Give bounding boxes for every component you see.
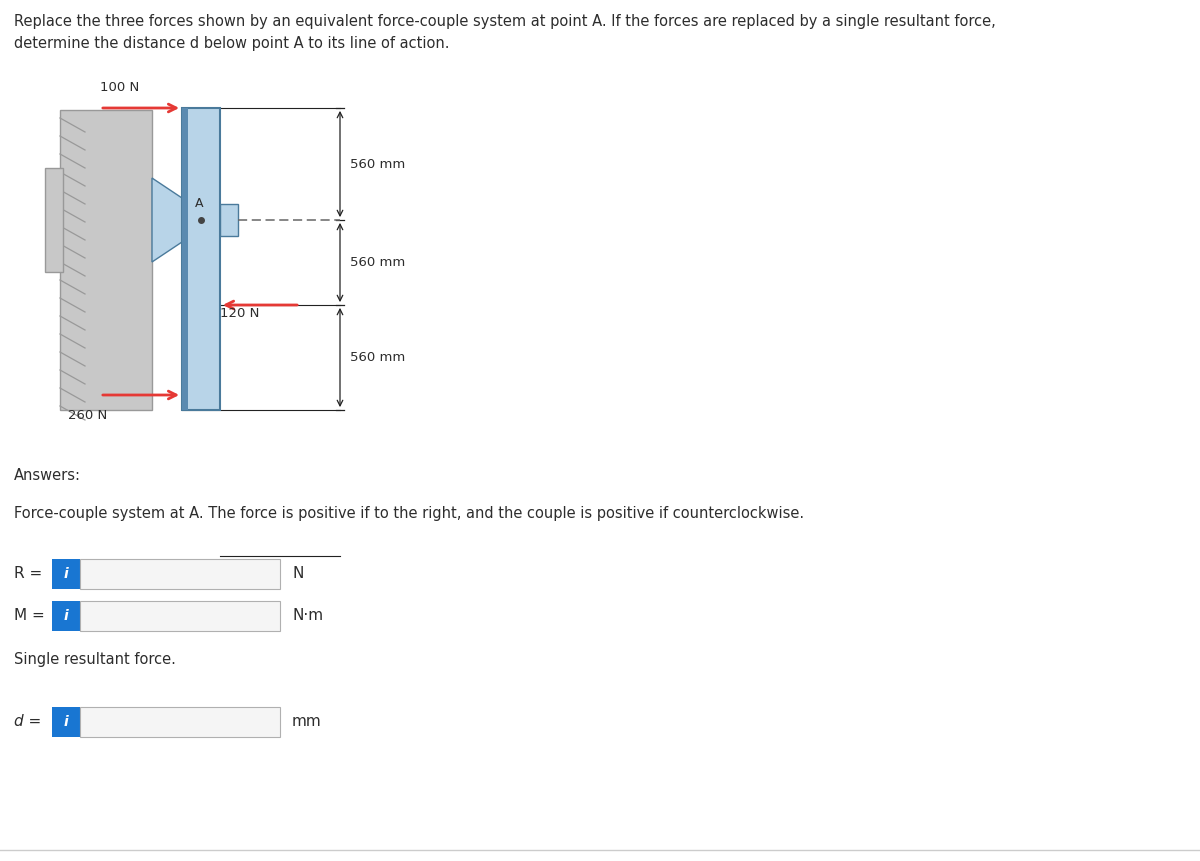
Text: N·m: N·m <box>292 609 323 623</box>
Text: Force-couple system at A. The force is positive if to the right, and the couple : Force-couple system at A. The force is p… <box>14 506 804 521</box>
Text: N: N <box>292 567 304 581</box>
Bar <box>220 204 238 236</box>
Bar <box>52 601 80 631</box>
Text: Single resultant force.: Single resultant force. <box>14 652 176 667</box>
Bar <box>46 168 64 272</box>
Text: i: i <box>64 609 68 623</box>
Text: M =: M = <box>14 609 44 623</box>
Bar <box>60 110 152 410</box>
Text: 260 N: 260 N <box>68 409 107 422</box>
Text: Answers:: Answers: <box>14 468 82 483</box>
Text: determine the distance d below point A to its line of action.: determine the distance d below point A t… <box>14 36 450 51</box>
Text: R =: R = <box>14 567 42 581</box>
Text: 560 mm: 560 mm <box>350 256 406 269</box>
Bar <box>80 601 280 631</box>
Text: 560 mm: 560 mm <box>350 158 406 170</box>
Text: 560 mm: 560 mm <box>350 351 406 364</box>
Bar <box>182 108 220 410</box>
Text: 120 N: 120 N <box>220 307 259 320</box>
Bar <box>52 559 80 589</box>
Text: Replace the three forces shown by an equivalent force-couple system at point A. : Replace the three forces shown by an equ… <box>14 14 996 29</box>
Bar <box>80 707 280 737</box>
Text: i: i <box>64 567 68 581</box>
Bar <box>80 559 280 589</box>
Text: A: A <box>194 197 203 210</box>
Text: d =: d = <box>14 715 41 729</box>
Polygon shape <box>152 178 182 262</box>
Bar <box>182 108 188 410</box>
Text: mm: mm <box>292 715 322 729</box>
Bar <box>52 707 80 737</box>
Text: 100 N: 100 N <box>100 81 139 94</box>
Text: i: i <box>64 715 68 729</box>
